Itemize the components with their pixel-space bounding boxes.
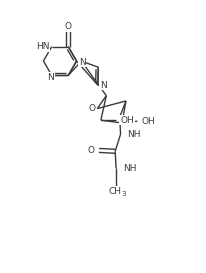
Text: N: N: [47, 73, 54, 82]
Text: OH: OH: [120, 116, 133, 125]
Text: 3: 3: [121, 191, 125, 197]
Text: O: O: [88, 146, 95, 155]
Text: N: N: [78, 58, 85, 67]
Text: HN: HN: [36, 42, 49, 51]
Text: NH: NH: [127, 130, 140, 139]
Text: O: O: [64, 22, 71, 31]
Text: OH: OH: [141, 117, 154, 126]
Text: CH: CH: [108, 186, 121, 195]
Text: NH: NH: [123, 164, 136, 173]
Text: N: N: [99, 81, 106, 90]
Text: O: O: [88, 104, 95, 113]
